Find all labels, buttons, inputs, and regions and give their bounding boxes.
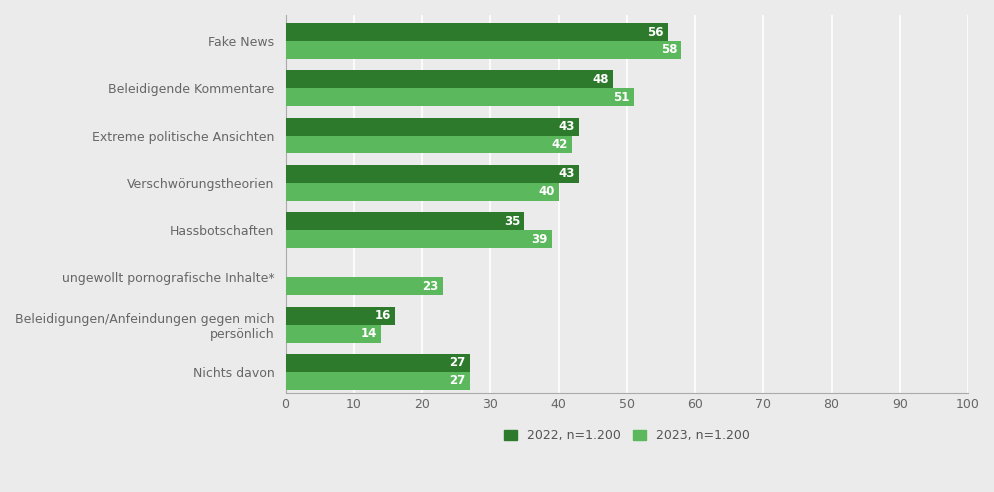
Bar	[285, 372, 469, 390]
Bar	[285, 354, 469, 372]
Bar	[285, 230, 552, 248]
Text: 48: 48	[592, 73, 608, 86]
Text: 58: 58	[660, 43, 677, 57]
Bar	[285, 23, 667, 41]
Text: 23: 23	[421, 280, 438, 293]
Text: 14: 14	[360, 327, 377, 340]
Bar	[285, 325, 381, 342]
Bar	[285, 135, 572, 154]
Bar	[285, 277, 442, 295]
Text: 27: 27	[449, 356, 465, 369]
Bar	[285, 41, 681, 59]
Bar	[285, 70, 612, 88]
Bar	[285, 88, 633, 106]
Text: 56: 56	[646, 26, 663, 38]
Bar	[285, 212, 524, 230]
Text: 42: 42	[552, 138, 568, 151]
Legend: 2022, n=1.200, 2023, n=1.200: 2022, n=1.200, 2023, n=1.200	[499, 425, 753, 447]
Bar	[285, 118, 579, 135]
Text: 43: 43	[558, 120, 575, 133]
Text: 16: 16	[374, 309, 391, 322]
Bar	[285, 183, 558, 201]
Text: 43: 43	[558, 167, 575, 180]
Text: 35: 35	[504, 215, 520, 228]
Text: 51: 51	[612, 91, 629, 104]
Text: 40: 40	[538, 185, 554, 198]
Bar	[285, 307, 395, 325]
Bar	[285, 165, 579, 183]
Text: 39: 39	[531, 233, 547, 246]
Text: 27: 27	[449, 374, 465, 387]
